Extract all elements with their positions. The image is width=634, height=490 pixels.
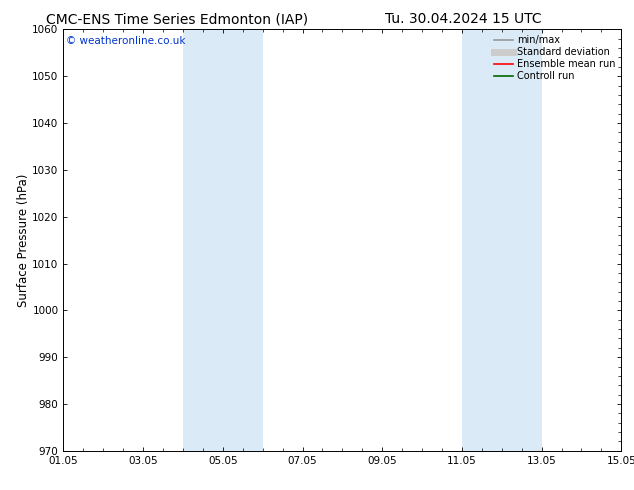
Bar — [462, 29, 541, 451]
Text: Tu. 30.04.2024 15 UTC: Tu. 30.04.2024 15 UTC — [384, 12, 541, 26]
Text: © weatheronline.co.uk: © weatheronline.co.uk — [66, 36, 186, 46]
Text: CMC-ENS Time Series Edmonton (IAP): CMC-ENS Time Series Edmonton (IAP) — [46, 12, 309, 26]
Bar — [183, 29, 262, 451]
Y-axis label: Surface Pressure (hPa): Surface Pressure (hPa) — [16, 173, 30, 307]
Legend: min/max, Standard deviation, Ensemble mean run, Controll run: min/max, Standard deviation, Ensemble me… — [489, 31, 619, 85]
